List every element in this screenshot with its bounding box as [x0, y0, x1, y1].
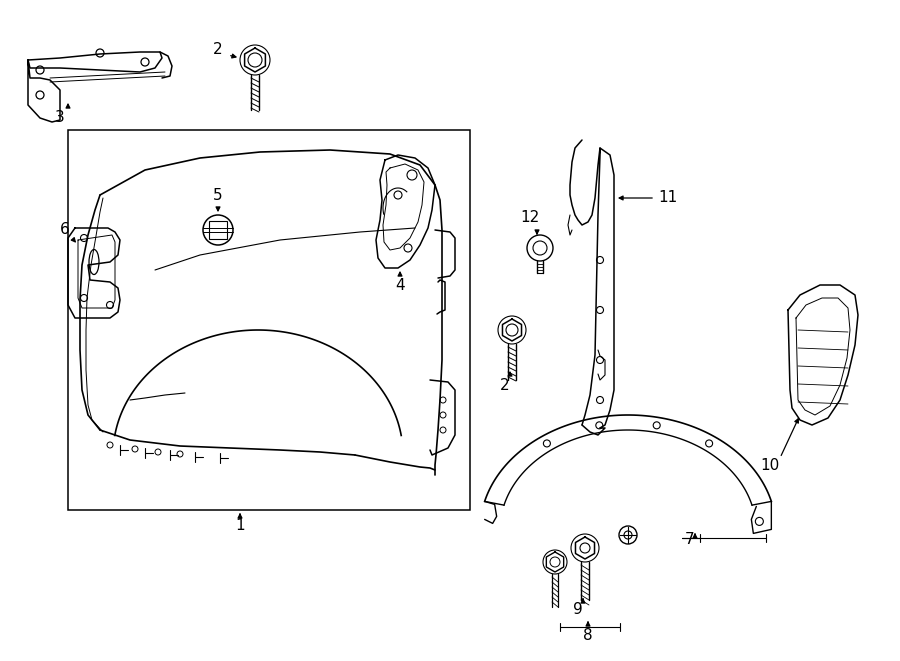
Text: 9: 9: [573, 602, 583, 617]
Bar: [68, 130, 470, 510]
Text: 2: 2: [500, 377, 509, 393]
Text: 3: 3: [55, 110, 65, 126]
Text: 10: 10: [760, 457, 779, 473]
Text: 6: 6: [60, 223, 70, 237]
Text: 8: 8: [583, 627, 593, 642]
Text: 12: 12: [520, 210, 540, 225]
Text: 1: 1: [235, 518, 245, 533]
Text: 7: 7: [685, 533, 695, 547]
Text: 11: 11: [659, 190, 678, 206]
Bar: [209, 221, 227, 239]
Text: 5: 5: [213, 188, 223, 202]
Text: 2: 2: [213, 42, 223, 58]
Text: 4: 4: [395, 278, 405, 293]
